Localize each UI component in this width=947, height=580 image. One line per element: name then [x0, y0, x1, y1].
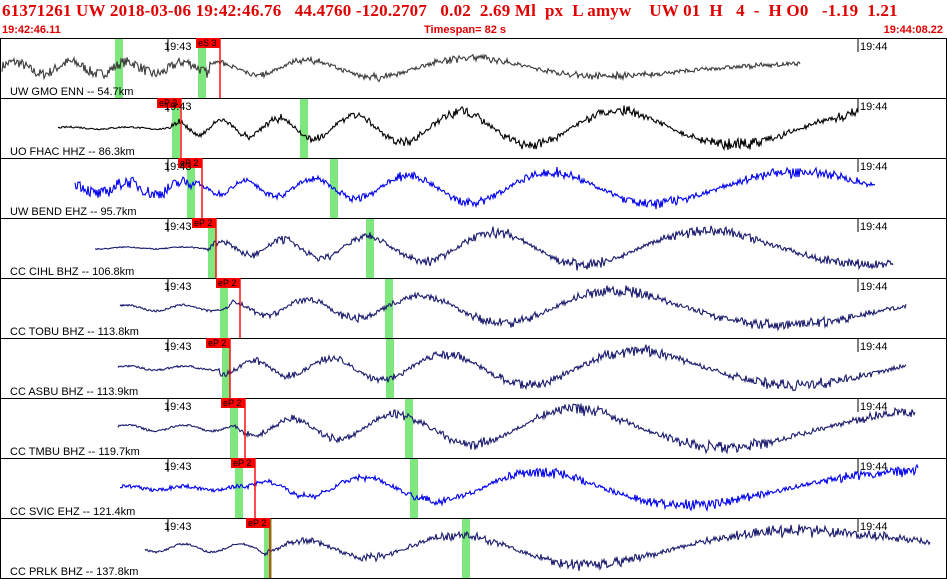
event-header: 61371261 UW 2018-03-06 19:42:46.76 44.47… [0, 0, 947, 38]
phase-marker [405, 399, 413, 458]
pick-flag[interactable] [246, 518, 270, 528]
waveform [74, 166, 876, 210]
phase-marker [115, 39, 123, 98]
pick-flag[interactable] [221, 398, 245, 408]
minute-label: 19:43 [164, 221, 192, 233]
event-title: 61371261 UW 2018-03-06 19:42:46.76 44.47… [2, 1, 898, 20]
phase-marker [410, 459, 418, 518]
station-label: UO FHAC HHZ -- 86.3km [10, 146, 135, 158]
phase-marker [230, 399, 238, 458]
minute-label: 19:44 [860, 221, 888, 233]
pick-flag[interactable] [178, 158, 202, 168]
phase-marker [264, 519, 272, 578]
waveform [57, 105, 859, 152]
pick-label: eP 2 [218, 278, 236, 288]
end-time: 19:44:08.22 [883, 24, 943, 36]
station-label: CC PRLK BHZ -- 137.8km [10, 566, 138, 578]
minute-label: 19:43 [164, 161, 192, 173]
minute-label: 19:43 [164, 521, 192, 533]
pick-label: eP 2 [180, 158, 198, 168]
pick-flag[interactable] [231, 458, 255, 468]
minute-label: 19:44 [860, 401, 888, 413]
station-label: CC SVIC EHZ -- 121.4km [10, 506, 135, 518]
minute-label: 19:44 [860, 281, 888, 293]
phase-marker [222, 339, 230, 398]
minute-label: 19:43 [164, 101, 192, 113]
phase-marker [386, 339, 394, 398]
minute-label: 19:44 [860, 101, 888, 113]
pick-flag[interactable] [206, 338, 230, 348]
waveform [1, 53, 801, 83]
trace-frame [0, 458, 947, 519]
waveform [119, 285, 907, 332]
waveform [119, 463, 919, 513]
station-label: UW BEND EHZ -- 95.7km [10, 206, 137, 218]
phase-marker [198, 39, 206, 98]
phase-marker [366, 219, 374, 278]
minute-label: 19:43 [164, 41, 192, 53]
minute-label: 19:44 [860, 521, 888, 533]
phase-marker [172, 99, 180, 158]
station-label: CC TMBU BHZ -- 119.7km [10, 446, 140, 458]
station-label: CC ASBU BHZ -- 113.9km [10, 386, 138, 398]
phase-marker [208, 219, 216, 278]
minute-label: 19:44 [860, 341, 888, 353]
pick-label: eP 2 [223, 398, 241, 408]
minute-label: 19:44 [860, 161, 888, 173]
start-time: 19:42:46.11 [2, 24, 61, 36]
pick-label: eP 2 [194, 218, 212, 228]
station-label: CC CIHL BHZ -- 106.8km [10, 266, 134, 278]
phase-marker [385, 279, 393, 338]
pick-label: eP 3 [159, 98, 177, 108]
minute-label: 19:44 [860, 461, 888, 473]
minute-label: 19:43 [164, 341, 192, 353]
station-label: CC TOBU BHZ -- 113.8km [10, 326, 139, 338]
waveform [117, 344, 907, 392]
pick-label: eP 2 [233, 458, 251, 468]
minute-label: 19:44 [860, 41, 888, 53]
pick-flag[interactable] [192, 218, 216, 228]
pick-label: eP 2 [208, 338, 226, 348]
minute-label: 19:43 [164, 281, 192, 293]
waveform [94, 225, 894, 271]
waveform [144, 524, 931, 571]
pick-flag[interactable] [196, 38, 220, 48]
pick-label: eS 3 [198, 38, 217, 48]
station-label: UW GMO ENN -- 54.7km [10, 86, 133, 98]
minute-label: 19:43 [164, 461, 192, 473]
minute-label: 19:43 [164, 401, 192, 413]
pick-label: eP 2 [248, 518, 266, 528]
phase-marker [462, 519, 470, 578]
timespan-label: Timespan= 82 s [424, 24, 507, 36]
trace-frame [0, 158, 947, 219]
waveform [117, 403, 916, 455]
phase-marker [330, 159, 338, 218]
trace-frame [0, 98, 947, 159]
phase-marker [300, 99, 308, 158]
pick-flag[interactable] [216, 278, 240, 288]
pick-flag[interactable] [157, 98, 181, 108]
